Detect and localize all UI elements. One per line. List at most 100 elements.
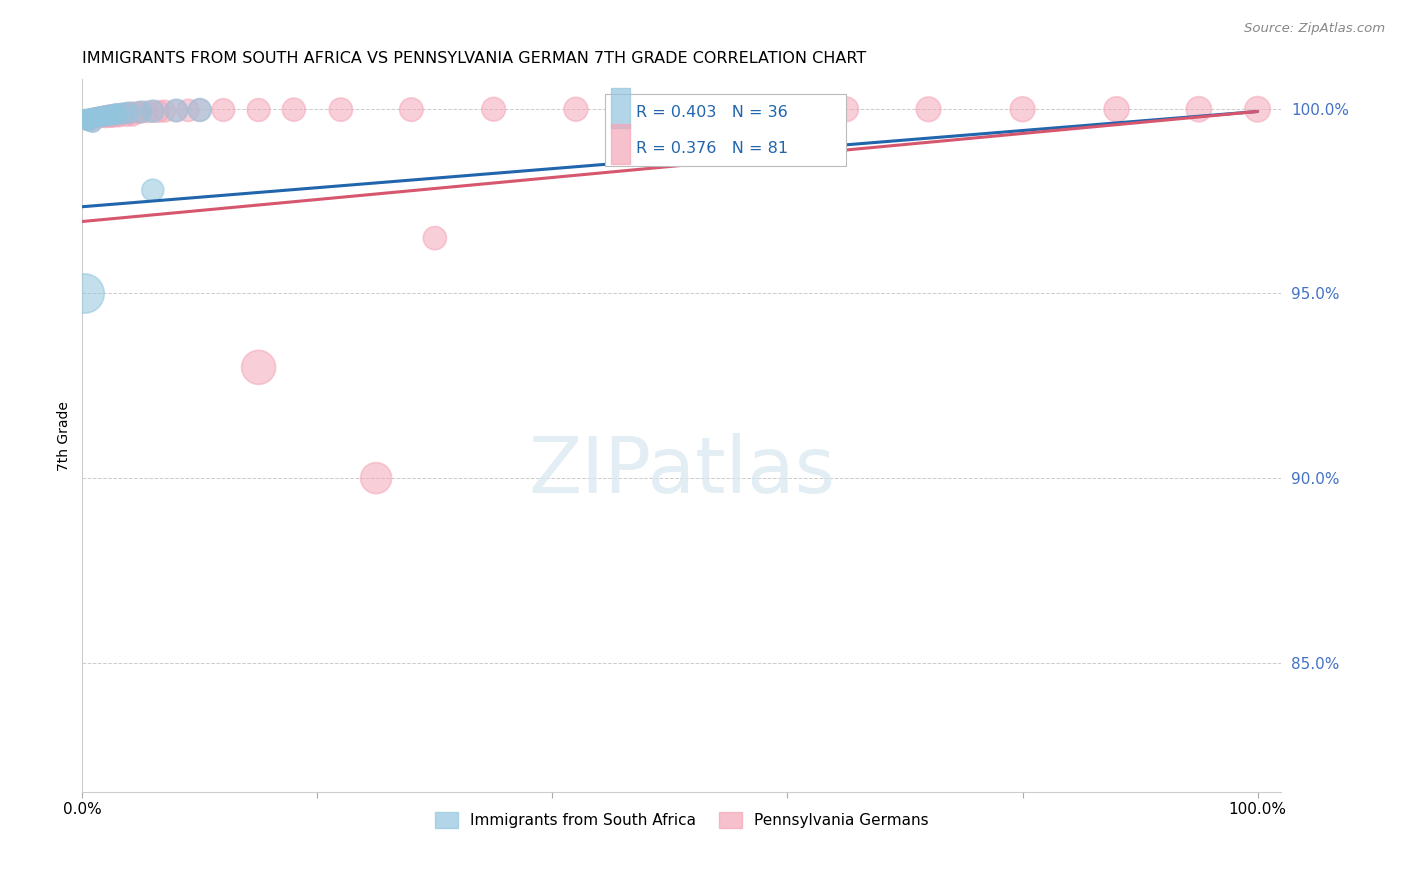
Point [283, 103, 305, 117]
Point [165, 103, 187, 118]
Point [329, 103, 352, 117]
Point [97, 111, 120, 125]
Point [89, 111, 111, 125]
Point [80, 112, 103, 126]
Point [128, 105, 150, 120]
Point [80, 112, 103, 126]
Point [91, 109, 114, 123]
Point [107, 107, 129, 121]
Point [188, 103, 211, 117]
Point [247, 103, 270, 117]
Point [82, 116, 104, 130]
Point [77, 112, 100, 127]
Point [87, 110, 110, 124]
Point [76, 112, 98, 126]
Point [83, 111, 105, 125]
Point [142, 183, 165, 197]
Point [118, 106, 141, 120]
Point [79, 115, 101, 129]
Point [129, 105, 152, 120]
Point [79, 111, 101, 125]
Point [1246, 102, 1268, 116]
Point [423, 231, 446, 245]
Point [118, 105, 141, 120]
Point [82, 111, 104, 125]
Point [86, 110, 108, 124]
Point [82, 111, 104, 125]
Point [100, 111, 122, 125]
Point [86, 112, 108, 127]
Point [93, 111, 115, 125]
Point [87, 110, 110, 124]
Point [565, 102, 588, 116]
Point [121, 106, 143, 120]
Point [90, 110, 112, 124]
Point [75, 112, 97, 127]
Point [658, 102, 681, 116]
Point [136, 104, 159, 119]
Point [75, 112, 97, 126]
Point [247, 360, 270, 375]
Point [188, 103, 211, 117]
Point [104, 107, 127, 121]
Y-axis label: 7th Grade: 7th Grade [58, 401, 72, 471]
Point [94, 112, 117, 126]
Point [129, 104, 152, 119]
Point [79, 111, 101, 125]
Bar [612, 124, 630, 164]
Bar [612, 88, 630, 128]
Point [115, 111, 138, 125]
Point [79, 111, 101, 125]
Point [107, 107, 129, 121]
Point [142, 104, 165, 119]
Point [75, 111, 97, 125]
Point [82, 117, 104, 131]
Point [89, 110, 111, 124]
Point [86, 111, 108, 125]
Text: R = 0.403   N = 36: R = 0.403 N = 36 [636, 104, 787, 120]
Point [86, 110, 108, 124]
Point [752, 102, 775, 116]
Point [79, 111, 101, 125]
Point [76, 112, 98, 126]
Point [93, 109, 115, 123]
Point [94, 109, 117, 123]
Point [148, 104, 170, 119]
Text: IMMIGRANTS FROM SOUTH AFRICA VS PENNSYLVANIA GERMAN 7TH GRADE CORRELATION CHART: IMMIGRANTS FROM SOUTH AFRICA VS PENNSYLV… [83, 51, 866, 66]
Point [83, 111, 105, 125]
Point [73, 112, 96, 126]
Point [75, 115, 97, 129]
Point [100, 112, 122, 126]
Point [89, 110, 111, 124]
Point [80, 111, 103, 125]
Point [80, 111, 103, 125]
Point [401, 103, 423, 117]
Point [1105, 102, 1128, 116]
Point [97, 109, 120, 123]
Point [79, 112, 101, 127]
Point [90, 112, 112, 126]
Point [104, 107, 127, 121]
Point [115, 106, 138, 120]
Point [108, 111, 131, 125]
Point [75, 113, 97, 128]
Point [79, 112, 101, 126]
Point [93, 109, 115, 123]
Point [835, 102, 858, 116]
Point [917, 102, 939, 116]
Point [75, 112, 97, 127]
Point [76, 115, 98, 129]
Point [112, 106, 135, 120]
Point [153, 104, 176, 119]
Point [1011, 102, 1033, 116]
Point [100, 108, 122, 122]
Point [86, 110, 108, 124]
Text: ZIPatlas: ZIPatlas [529, 434, 835, 509]
Point [212, 103, 235, 117]
Point [77, 112, 100, 127]
Point [121, 110, 143, 124]
Point [165, 103, 187, 118]
Point [84, 111, 107, 125]
Point [73, 112, 96, 127]
Point [93, 109, 115, 123]
